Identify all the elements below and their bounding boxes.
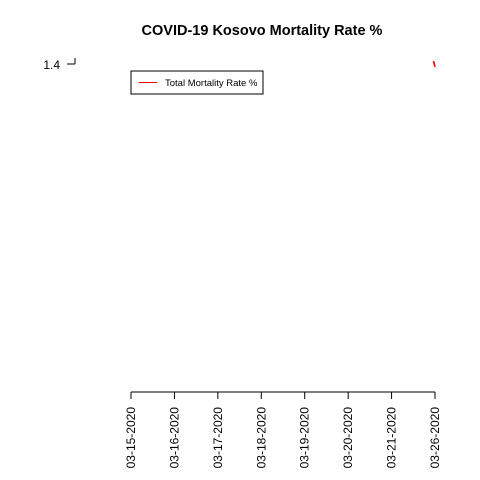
chart-title: COVID-19 Kosovo Mortality Rate % <box>142 23 383 39</box>
x-tick-label: 03-17-2020 <box>211 407 225 469</box>
x-tick-label: 03-18-2020 <box>254 407 268 469</box>
y-axis: 1.4 <box>43 58 76 72</box>
x-tick-label: 03-16-2020 <box>167 407 181 469</box>
legend-box <box>130 70 264 95</box>
x-tick-label: 03-26-2020 <box>428 407 442 469</box>
x-axis: 03-15-2020 03-16-2020 03-17-2020 03-18-2020… <box>124 391 442 469</box>
y-tick-label: 1.4 <box>43 58 60 72</box>
x-tick-label: 03-15-2020 <box>124 407 138 469</box>
x-tick-label: 03-19-2020 <box>298 407 312 469</box>
series-line <box>432 60 436 68</box>
legend-label: Total Mortality Rate % <box>165 78 258 89</box>
legend: Total Mortality Rate % <box>130 70 264 95</box>
x-tick-label: 03-20-2020 <box>341 407 355 469</box>
series-layer <box>432 60 436 68</box>
x-tick-label: 03-21-2020 <box>385 407 399 469</box>
